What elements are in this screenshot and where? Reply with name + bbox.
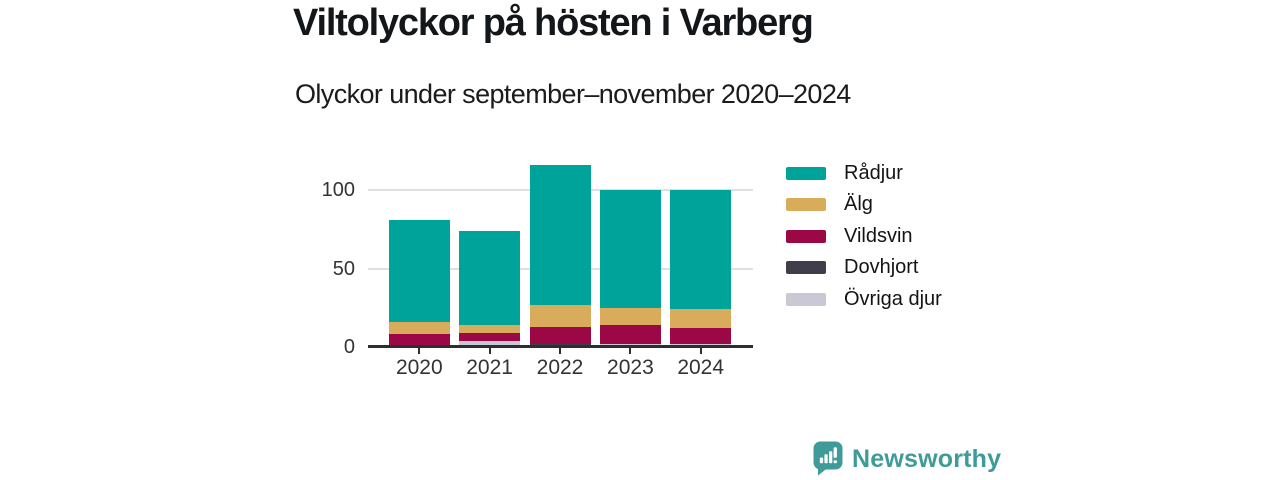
x-tick-label-2022: 2022 [536, 356, 584, 379]
bar-segment-alg-2022 [529, 304, 591, 327]
bar-segment-vildsvin-2023 [599, 325, 661, 344]
brand-footer: Newsworthy [813, 441, 1001, 477]
legend-label-dovhjort: Dovhjort [844, 256, 919, 278]
bar-segment-ovriga-djur-2021 [459, 340, 521, 347]
bar-segment-radjur-2024 [670, 190, 732, 310]
newsworthy-logo-icon [813, 441, 843, 476]
legend-swatch-radjur [786, 166, 826, 180]
brand-name: Newsworthy [852, 444, 1002, 473]
x-tick-2024 [699, 348, 702, 354]
bar-segment-vildsvin-2022 [529, 326, 591, 344]
legend-swatch-ovriga-djur [786, 292, 826, 306]
legend-item-vildsvin: Vildsvin [786, 221, 913, 251]
x-tick-2020 [418, 348, 421, 354]
bar-segment-alg-2024 [670, 309, 732, 329]
y-tick-label-100: 100 [321, 179, 355, 201]
legend-label-alg: Älg [844, 193, 873, 215]
x-tick-2023 [629, 348, 632, 354]
legend-swatch-dovhjort [786, 261, 826, 274]
x-tick-2021 [488, 348, 491, 354]
legend-label-radjur: Rådjur [844, 161, 903, 184]
bar-segment-alg-2021 [459, 325, 521, 333]
bar-segment-radjur-2020 [388, 219, 450, 322]
bar-segment-vildsvin-2020 [388, 334, 450, 347]
legend-item-alg: Älg [786, 190, 873, 220]
legend-item-radjur: Rådjur [786, 158, 903, 188]
bar-segment-radjur-2023 [599, 190, 661, 308]
chart-title: Viltolyckor på hösten i Varberg [293, 2, 814, 44]
bar-segment-vildsvin-2024 [670, 328, 732, 344]
legend-label-vildsvin: Vildsvin [844, 224, 913, 247]
bar-segment-vildsvin-2021 [459, 332, 521, 341]
y-tick-label-50: 50 [332, 257, 355, 280]
x-tick-label-2023: 2023 [607, 356, 654, 379]
x-axis-line [368, 345, 753, 348]
bar-segment-radjur-2022 [529, 164, 591, 305]
legend-label-ovriga-djur: Övriga djur [844, 287, 942, 310]
bar-segment-alg-2023 [599, 307, 661, 326]
y-tick-label-0: 0 [343, 336, 355, 358]
x-tick-2022 [559, 348, 561, 354]
legend-swatch-alg [786, 198, 826, 211]
x-tick-label-2021: 2021 [466, 356, 513, 379]
legend-item-dovhjort: Dovhjort [786, 253, 918, 283]
legend-item-ovriga-djur: Övriga djur [786, 284, 942, 314]
chart-subtitle: Olyckor under september–november 2020–20… [295, 79, 851, 109]
bar-segment-radjur-2021 [459, 230, 521, 325]
x-tick-label-2024: 2024 [677, 356, 725, 379]
legend-swatch-vildsvin [786, 229, 826, 243]
bar-segment-alg-2020 [388, 321, 450, 335]
x-tick-label-2020: 2020 [395, 356, 443, 379]
